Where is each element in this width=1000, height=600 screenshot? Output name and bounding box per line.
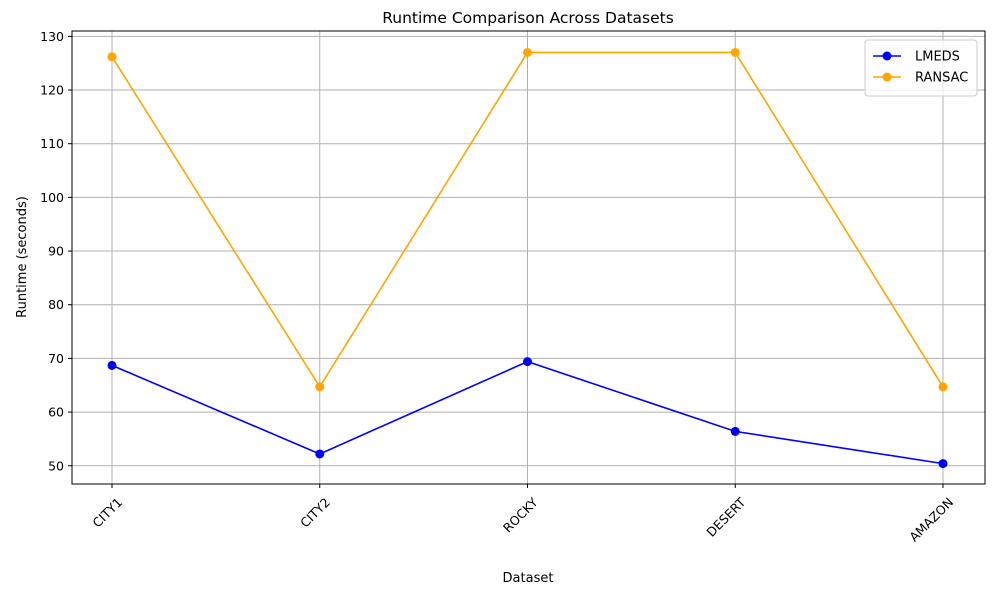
y-tick-label: 80 xyxy=(48,297,64,312)
data-point xyxy=(730,47,740,57)
data-point xyxy=(107,52,117,62)
legend-label: RANSAC xyxy=(915,71,968,86)
data-point xyxy=(315,449,325,459)
series-ransac xyxy=(107,47,948,392)
data-point xyxy=(938,382,948,392)
data-point xyxy=(315,382,325,392)
legend: LMEDS RANSAC xyxy=(864,39,978,97)
y-axis-label: Runtime (seconds) xyxy=(15,196,30,318)
y-tick-label: 60 xyxy=(48,405,64,420)
legend-marker xyxy=(882,72,892,82)
y-axis-ticks: 50 60 70 80 90 100 110 120 130 xyxy=(40,29,72,473)
legend-marker xyxy=(882,51,892,61)
y-tick-label: 50 xyxy=(48,458,64,473)
legend-item: RANSAC xyxy=(873,71,968,86)
series-layer xyxy=(107,47,948,469)
legend-box xyxy=(864,39,978,97)
y-tick-label: 110 xyxy=(40,136,64,151)
x-axis-ticks: CITY1 CITY2 ROCKY DESERT AMAZON xyxy=(89,484,956,545)
legend-item: LMEDS xyxy=(873,50,960,65)
data-point xyxy=(523,47,532,57)
x-tick-label: CITY1 xyxy=(89,495,125,531)
data-point xyxy=(730,426,740,436)
y-tick-label: 130 xyxy=(40,29,64,44)
data-point xyxy=(107,360,117,370)
y-tick-label: 90 xyxy=(48,244,64,259)
data-point xyxy=(523,357,532,367)
y-tick-label: 120 xyxy=(40,83,64,98)
data-point xyxy=(938,459,948,469)
plot-frame xyxy=(71,30,986,485)
y-tick-label: 100 xyxy=(40,190,64,205)
y-tick-label: 70 xyxy=(48,351,64,366)
grid-lines xyxy=(72,31,985,484)
x-axis-label: Dataset xyxy=(503,571,554,586)
x-tick-label: DESERT xyxy=(703,494,748,539)
legend-label: LMEDS xyxy=(915,50,960,65)
series-lmeds xyxy=(107,357,948,469)
chart-title: Runtime Comparison Across Datasets xyxy=(382,9,674,27)
x-tick-label: CITY2 xyxy=(297,495,333,531)
x-tick-label: ROCKY xyxy=(500,494,541,535)
x-tick-label: AMAZON xyxy=(906,495,956,545)
